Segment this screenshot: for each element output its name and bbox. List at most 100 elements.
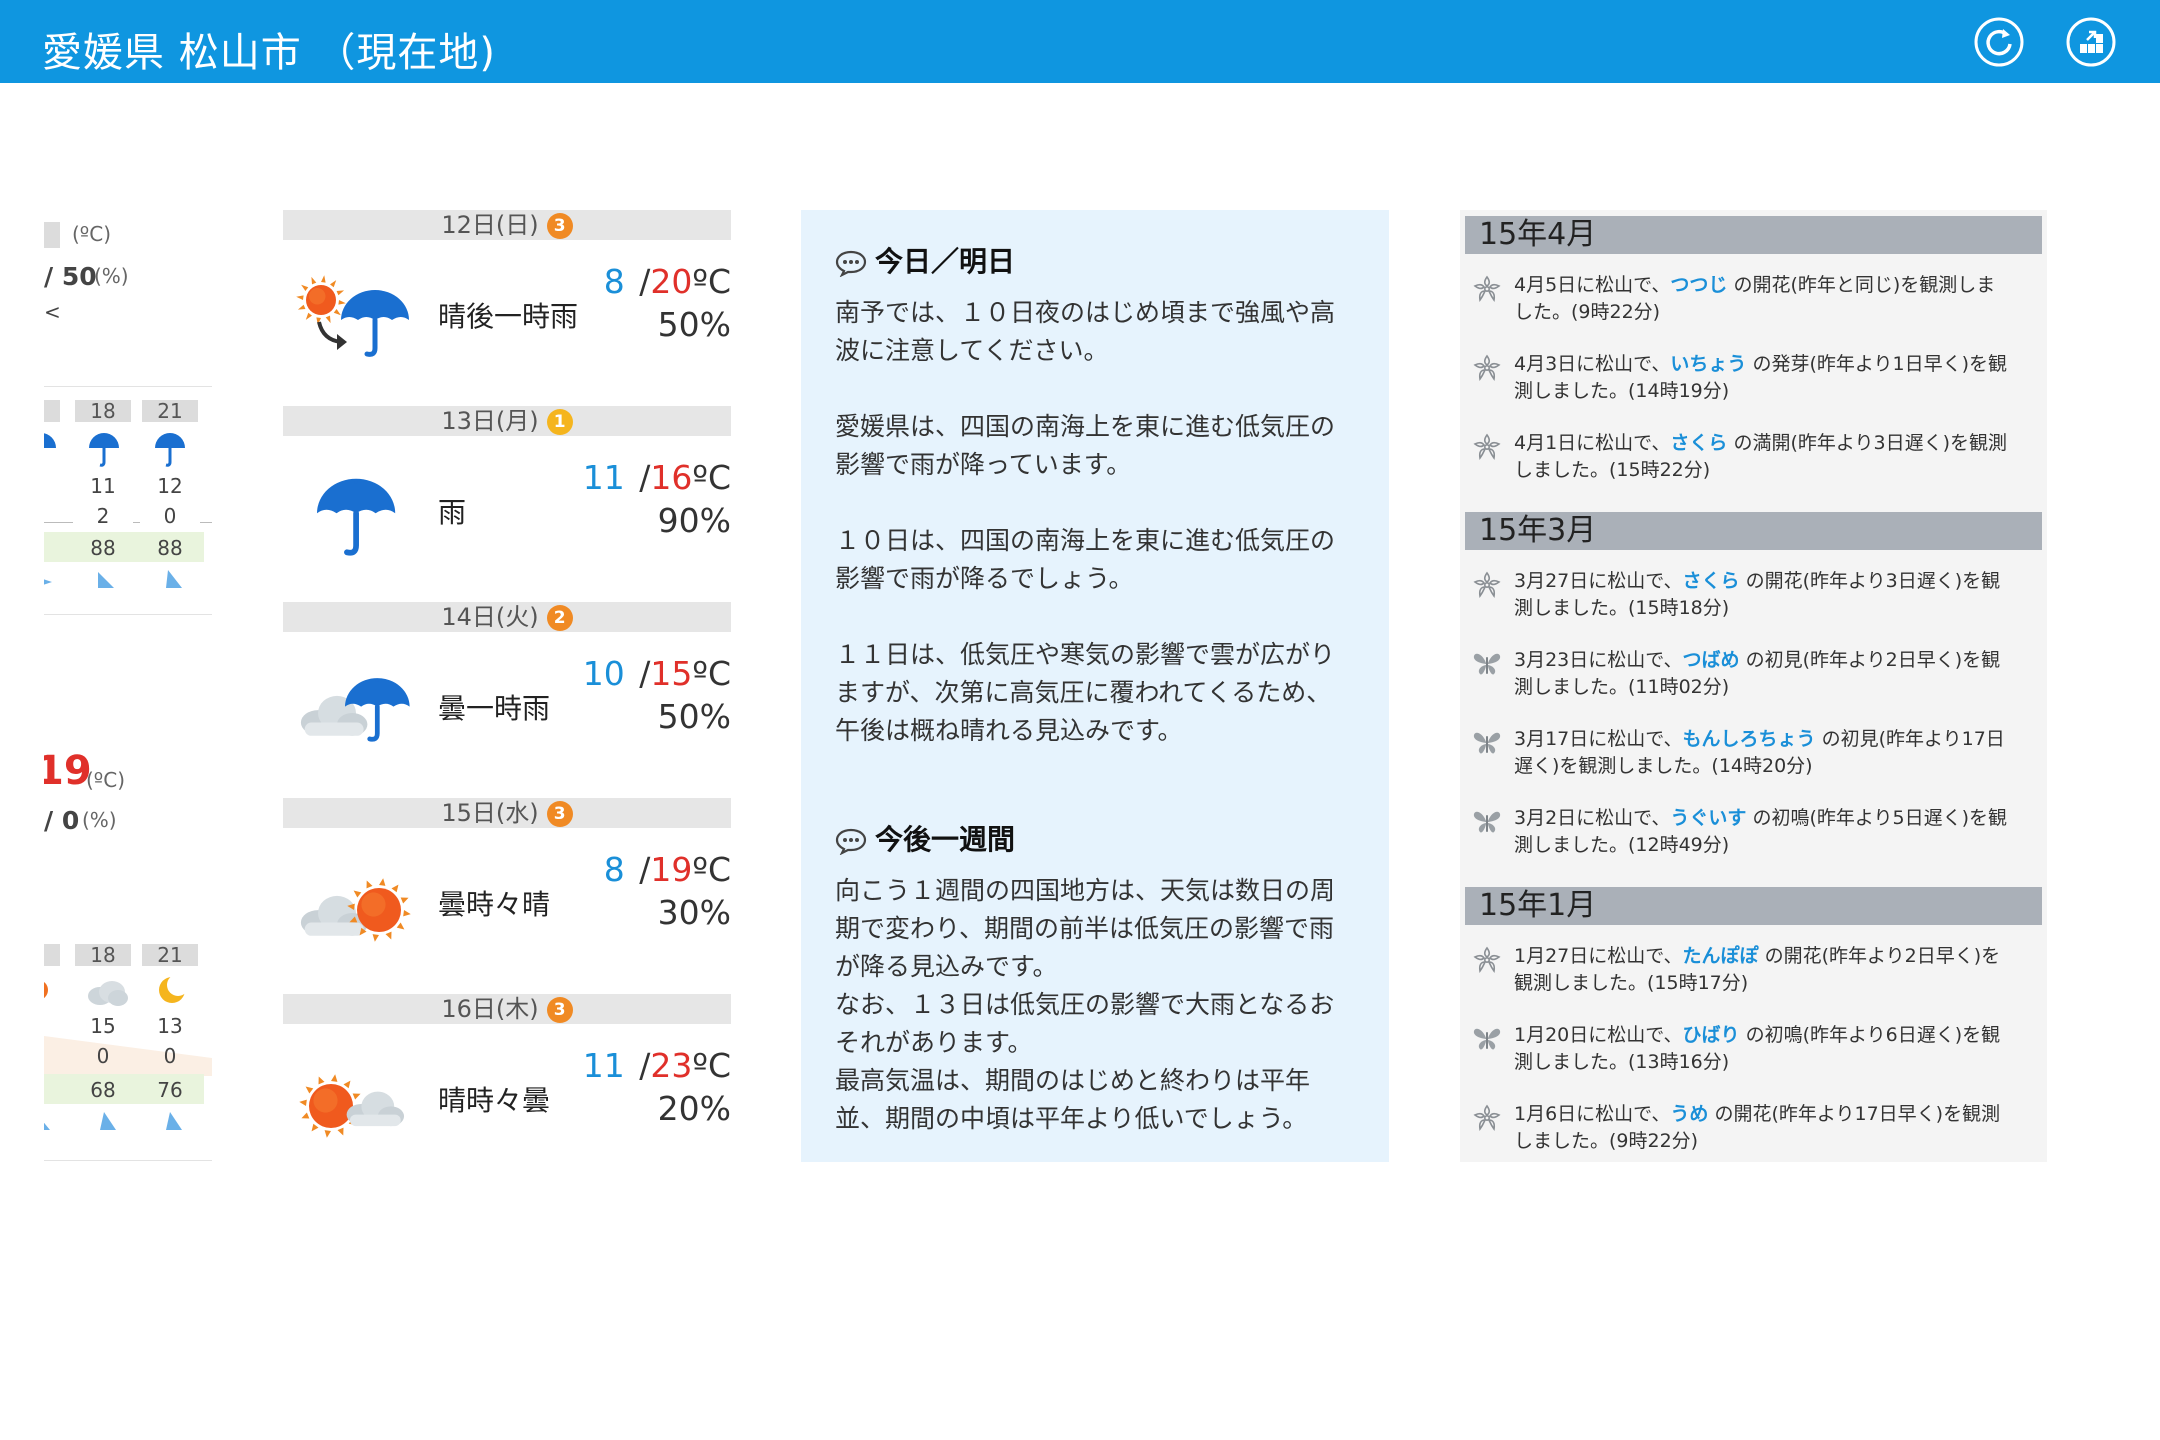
week-commentary-text: 向こう１週間の四国地方は、天気は数日の周期で変わり、期間の前半は低気圧の影響で雨… bbox=[835, 876, 1336, 1133]
reliability-badge: 1 bbox=[546, 409, 573, 435]
temp-cell: 15 bbox=[90, 1014, 116, 1038]
observation-species: うめ bbox=[1670, 1103, 1709, 1125]
temp-cell: 12 bbox=[157, 474, 183, 498]
forecast-day[interactable]: 16日(木) 3 晴時々曇 11 /23ºC 20% bbox=[283, 994, 731, 1190]
humidity-cell: 88 bbox=[90, 536, 116, 560]
pin-to-start-icon bbox=[2066, 17, 2116, 67]
forecast-date: 14日(火) bbox=[441, 603, 539, 631]
butterfly-icon bbox=[1472, 807, 1502, 837]
observation-text: 1月27日に松山で、たんぽぽ の開花(昨年より2日早く)を観測しました。(15時… bbox=[1514, 945, 2001, 994]
temp-low: 8 bbox=[603, 262, 625, 301]
wind-icon bbox=[98, 572, 114, 588]
forecast-condition: 雨 bbox=[438, 496, 467, 529]
seasonal-observations-panel[interactable]: 15年4月 4月5日に松山で、つつじ の開花(昨年と同じ)を観測しました。(9時… bbox=[1460, 210, 2047, 1162]
precip-cell: 0 bbox=[163, 1044, 177, 1068]
forecast-commentary-panel[interactable]: 今日／明日 南予では、１０日夜のはじめ頃まで強風や高波に注意してください。 愛媛… bbox=[801, 210, 1389, 1162]
cloud-umbrella-icon bbox=[293, 652, 413, 762]
forecast-day-header: 13日(月) 1 bbox=[283, 406, 731, 436]
forecast-day-header: 16日(木) 3 bbox=[283, 994, 731, 1024]
observation-text: 3月27日に松山で、さくら の開花(昨年より3日遅く)を観測しました。(15時1… bbox=[1514, 570, 2001, 619]
precip-probability: 90% bbox=[657, 501, 731, 540]
refresh-icon bbox=[1974, 17, 2024, 67]
observation-text: 4月3日に松山で、いちょう の発芽(昨年より1日早く)を観測しました。(14時1… bbox=[1514, 353, 2008, 402]
hour-cell: 18 bbox=[75, 944, 131, 966]
observation-text: 3月17日に松山で、もんしろちょう の初見(昨年より17日遅く)を観測しました。… bbox=[1514, 728, 2005, 777]
observation-species: つばめ bbox=[1682, 649, 1740, 671]
app-header: 愛媛県 松山市 （現在地) bbox=[0, 0, 2160, 83]
observation-text: 4月5日に松山で、つつじ の開花(昨年と同じ)を観測しました。(9時22分) bbox=[1514, 274, 1996, 323]
forecast-date: 13日(月) bbox=[441, 407, 539, 435]
pop-value: 0 bbox=[61, 806, 80, 835]
temp-unit: ºC bbox=[692, 458, 731, 497]
pop-value: 50 bbox=[61, 262, 97, 291]
forecast-day[interactable]: 13日(月) 1 雨 11 /16ºC 90% bbox=[283, 406, 731, 602]
reliability-badge: 3 bbox=[546, 801, 573, 827]
temp-low: 10 bbox=[582, 654, 625, 693]
observation-species: もんしろちょう bbox=[1682, 728, 1816, 750]
forecast-condition: 晴時々曇 bbox=[438, 1084, 551, 1117]
temp-high: 19 bbox=[650, 850, 693, 889]
forecast-condition: 曇一時雨 bbox=[438, 692, 551, 725]
forecast-date: 12日(日) bbox=[441, 211, 539, 239]
reliability-badge: 3 bbox=[546, 997, 573, 1023]
refresh-button[interactable] bbox=[1973, 16, 2025, 68]
temp-low: 8 bbox=[603, 850, 625, 889]
speech-bubble-icon bbox=[835, 250, 867, 277]
forecast-condition: 曇時々晴 bbox=[438, 888, 551, 921]
cloud-sun-icon bbox=[293, 848, 413, 958]
umbrella-icon bbox=[89, 433, 119, 467]
location-title: 愛媛県 松山市 （現在地) bbox=[42, 30, 497, 76]
forecast-temps: 10 /15ºC bbox=[582, 654, 731, 693]
forecast-day[interactable]: 14日(火) 2 曇一時雨 10 /15ºC 50% bbox=[283, 602, 731, 798]
observation-species: たんぽぽ bbox=[1682, 945, 1759, 967]
observation-text: 3月23日に松山で、つばめ の初見(昨年より2日早く)を観測しました。(11時0… bbox=[1514, 649, 2001, 698]
sun-cloud-icon bbox=[293, 1044, 413, 1154]
umbrella-icon bbox=[155, 433, 185, 467]
forecast-day-header: 12日(日) 3 bbox=[283, 210, 731, 240]
wind-icon bbox=[44, 1122, 50, 1130]
forecast-day[interactable]: 12日(日) 3 晴後一時雨 8 /20ºC 50% bbox=[283, 210, 731, 406]
temp-unit: ºC bbox=[692, 1046, 731, 1085]
temp-unit: ºC bbox=[692, 654, 731, 693]
forecast-temps: 11 /23ºC bbox=[582, 1046, 731, 1085]
temp-unit: ºC bbox=[692, 262, 731, 301]
speech-bubble-icon bbox=[835, 828, 867, 855]
wind-icon bbox=[166, 570, 182, 588]
flower-icon bbox=[1472, 432, 1502, 462]
hourly-forecast-panel[interactable]: (ºC) / 50 (%) < 5 18 21 2 11 12 2 0 3 88… bbox=[44, 200, 214, 1180]
precip-probability: 20% bbox=[657, 1089, 731, 1128]
forecast-day[interactable]: 15日(水) 3 曇時々晴 8 /19ºC 30% bbox=[283, 798, 731, 994]
temp-low: 11 bbox=[582, 458, 625, 497]
temp-cell: 13 bbox=[157, 1014, 183, 1038]
moon-icon bbox=[159, 974, 189, 1003]
forecast-day-header: 15日(水) 3 bbox=[283, 798, 731, 828]
observation-species: つつじ bbox=[1670, 274, 1728, 296]
temp-cell: 11 bbox=[90, 474, 116, 498]
month-header: 15年3月 bbox=[1465, 512, 2042, 550]
reliability-badge: 3 bbox=[546, 213, 573, 239]
forecast-temps: 8 /19ºC bbox=[603, 850, 731, 889]
forecast-temps: 11 /16ºC bbox=[582, 458, 731, 497]
humidity-cell: 68 bbox=[90, 1078, 116, 1102]
humidity-cell: 76 bbox=[157, 1078, 183, 1102]
temp-high: 20 bbox=[650, 262, 693, 301]
flower-icon bbox=[1472, 353, 1502, 383]
flower-icon bbox=[1472, 1103, 1502, 1133]
umbrella-icon bbox=[44, 433, 56, 448]
pin-to-start-button[interactable] bbox=[2065, 16, 2117, 68]
observation-text: 1月6日に松山で、うめ の開花(昨年より17日早く)を観測しました。(9時22分… bbox=[1514, 1103, 2001, 1152]
forecast-date: 16日(木) bbox=[441, 995, 539, 1023]
temp-high: 23 bbox=[650, 1046, 693, 1085]
temp-high: 16 bbox=[650, 458, 693, 497]
forecast-condition: 晴後一時雨 bbox=[438, 300, 579, 333]
observation-species: ひばり bbox=[1682, 1024, 1740, 1046]
temp-trend-area bbox=[44, 1036, 212, 1076]
today-commentary-text: 南予では、１０日夜のはじめ頃まで強風や高波に注意してください。 愛媛県は、四国の… bbox=[835, 298, 1336, 745]
precip-cell: 2 bbox=[73, 504, 133, 528]
temp-low: 11 bbox=[582, 1046, 625, 1085]
wind-icon bbox=[166, 1112, 182, 1130]
precip-probability: 50% bbox=[657, 305, 731, 344]
pct-unit-label: (%) bbox=[94, 264, 129, 288]
temp-high: 15 bbox=[650, 654, 693, 693]
sun-to-rain-icon bbox=[293, 260, 413, 370]
